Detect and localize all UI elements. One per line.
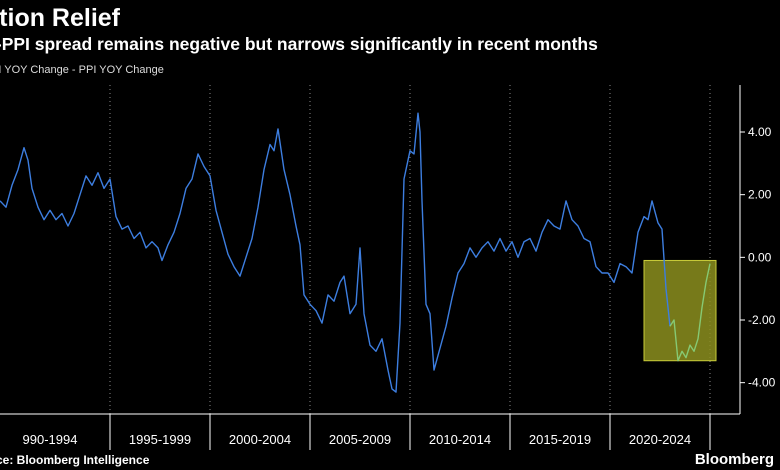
chart-title: flation Relief xyxy=(0,4,121,32)
highlight-box xyxy=(643,259,717,362)
x-tick-label: 990-1994 xyxy=(23,432,78,447)
y-tick-label: 2.00 xyxy=(748,188,772,202)
brand-logo: Bloomberg xyxy=(694,451,774,468)
series-line xyxy=(0,112,671,393)
series-line-recent xyxy=(669,263,711,362)
highlight-layer xyxy=(643,259,717,362)
grid-layer xyxy=(109,85,711,414)
series-layer xyxy=(0,112,711,393)
series-label: PI YOY Change - PPI YOY Change xyxy=(0,64,164,76)
x-tick-label: 2020-2024 xyxy=(629,432,691,447)
x-tick-label: 2005-2009 xyxy=(329,432,391,447)
y-tick-label: -2.00 xyxy=(748,313,776,327)
chart-subtitle: I-PPI spread remains negative but narrow… xyxy=(0,34,598,54)
x-tick-label: 2010-2014 xyxy=(429,432,491,447)
source-note: ce: Bloomberg Intelligence xyxy=(0,453,150,467)
x-tick-label: 2000-2004 xyxy=(229,432,291,447)
axis-layer: 4.00 2.00 0.00 -2.00 -4.00 990-1994 1995-1999 2… xyxy=(0,85,776,450)
x-tick-label: 1995-1999 xyxy=(129,432,191,447)
y-tick-label: 0.00 xyxy=(748,250,772,264)
y-tick-label: -4.00 xyxy=(748,376,776,390)
y-tick-label: 4.00 xyxy=(748,125,772,139)
x-tick-label: 2015-2019 xyxy=(529,432,591,447)
